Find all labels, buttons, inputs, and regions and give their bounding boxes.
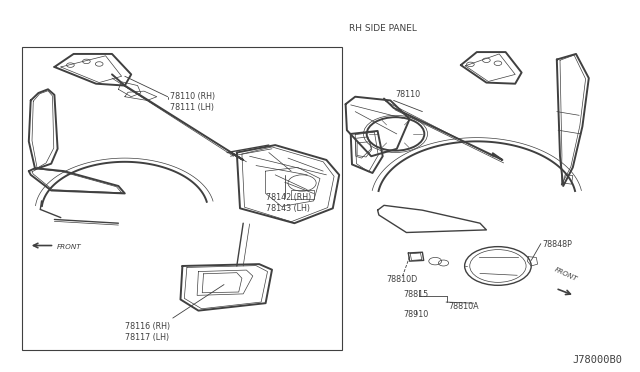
- Text: RH SIDE PANEL: RH SIDE PANEL: [349, 25, 417, 33]
- Text: J78000B0: J78000B0: [572, 355, 622, 365]
- Text: 78810D: 78810D: [386, 275, 417, 283]
- Text: FRONT: FRONT: [554, 267, 579, 283]
- Text: 78110: 78110: [395, 90, 420, 99]
- Text: 78910: 78910: [403, 310, 428, 319]
- Text: 78116 (RH): 78116 (RH): [125, 322, 170, 331]
- Text: 78143 (LH): 78143 (LH): [266, 204, 310, 213]
- Text: 78815: 78815: [403, 290, 428, 299]
- Text: 78117 (LH): 78117 (LH): [125, 333, 169, 342]
- Text: 78810A: 78810A: [448, 302, 479, 311]
- Text: 78142 (RH): 78142 (RH): [266, 193, 311, 202]
- Text: 78111 (LH): 78111 (LH): [170, 103, 214, 112]
- Text: 78110 (RH): 78110 (RH): [170, 92, 215, 101]
- Bar: [22, 46, 342, 350]
- Text: FRONT: FRONT: [56, 244, 81, 250]
- Text: 78848P: 78848P: [542, 240, 572, 249]
